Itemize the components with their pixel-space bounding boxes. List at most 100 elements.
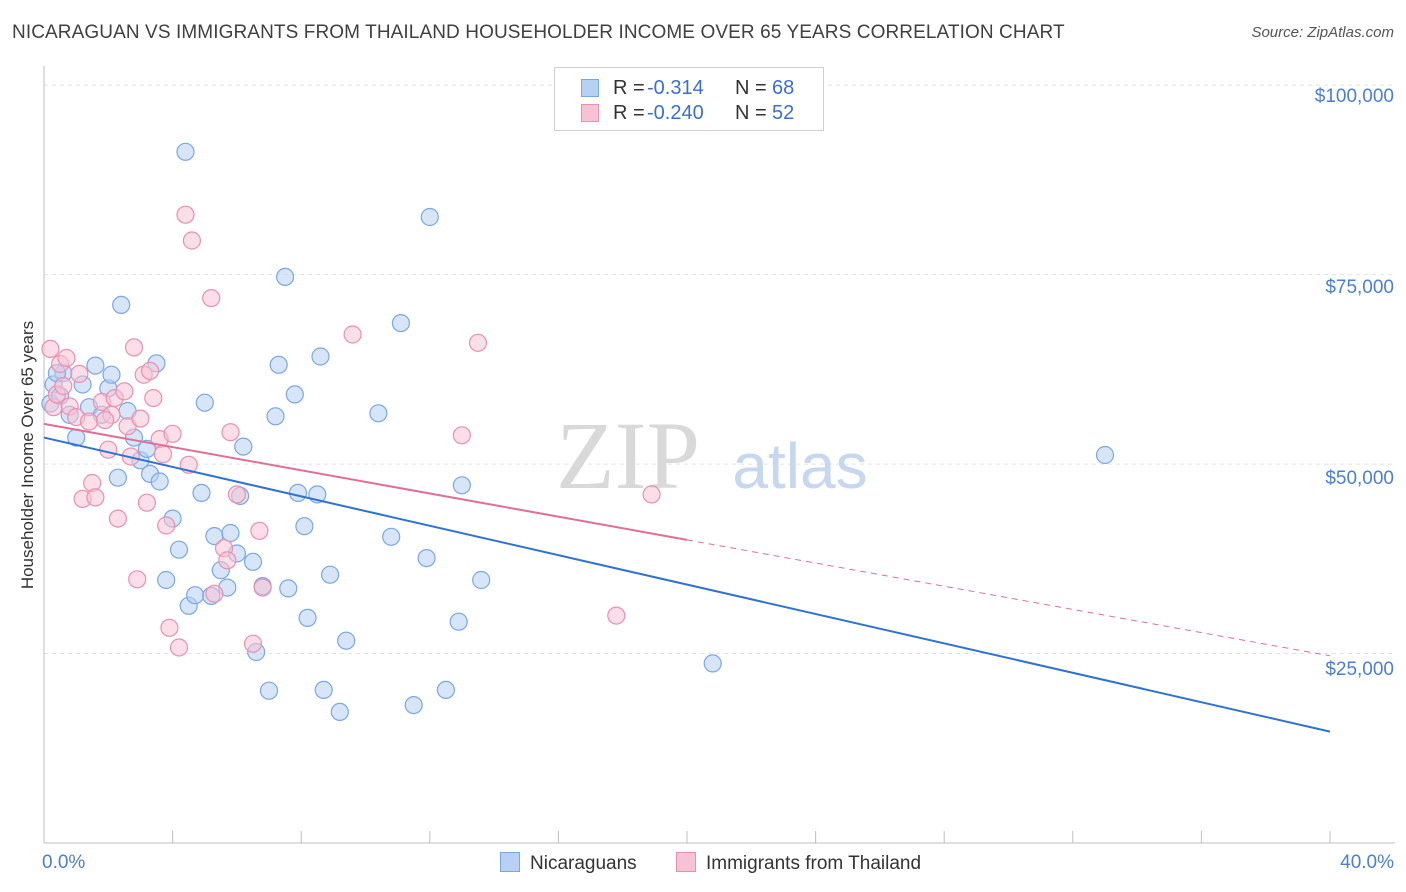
thailand-point [99,440,118,459]
thailand-point [607,606,626,625]
nicaraguan-point [420,207,439,227]
x-tick-label-min: 0.0% [42,852,86,873]
axes [43,66,1395,844]
nicaraguan-point [314,680,333,700]
nicaraguan-point [102,365,121,384]
r-value: -0.314 [647,77,704,99]
pink-swatch-icon [581,104,599,122]
nicaraguan-point [295,517,314,536]
thailand-point [86,488,105,507]
nicaraguan-point [382,527,401,546]
thailand-point [468,333,488,352]
r-value: -0.240 [647,102,704,124]
nicaraguan-point [186,586,205,605]
thailand-point [243,634,263,653]
nicaraguan-point [176,142,195,161]
y-tick-label-75000: $75,000 [1325,277,1394,298]
nicaraguan-point [703,654,722,673]
x-tick-label-max: 40.0% [1340,852,1394,873]
thailand-point [144,389,163,408]
blue-swatch-icon [500,852,520,872]
thailand-point [253,578,272,597]
watermark: ZIP atlas [556,402,868,509]
thailand-point [205,584,224,603]
nicaraguan-point [321,565,340,584]
nicaraguan-point [243,552,263,571]
thailand-point [54,376,73,396]
legend-label: Immigrants from Thailand [706,853,922,874]
nicaraguan-trend-line [43,436,1331,733]
nicaraguan-point [234,437,253,456]
thailand-point [157,516,176,535]
nicaraguan-point [195,393,214,412]
nicaraguan-point [276,267,295,286]
legend-label: Nicaraguans [530,853,637,874]
nicaraguan-point [157,570,176,590]
legend-item-thailand: Immigrants from Thailand [676,852,921,875]
thailand-point [41,339,60,358]
thailand-point [250,521,269,540]
thailand-point [227,485,246,504]
nicaraguan-point [391,314,410,333]
thailand-point [124,338,144,357]
nicaraguan-point [288,483,308,502]
thailand-point [642,485,661,504]
nicaraguan-point [1095,445,1115,465]
thailand-point [202,289,221,308]
nicaraguan-point [137,439,156,458]
n-label: N = [735,77,767,99]
thailand-point [169,638,189,657]
nicaraguan-point [337,631,356,650]
nicaraguan-point [279,579,298,598]
watermark-atlas: atlas [732,430,867,502]
nicaraguan-point [259,681,279,700]
nicaraguan-point [150,472,169,491]
nicaraguan-point [449,612,468,631]
thailand-point [176,205,195,224]
y-tick-label-100000: $100,000 [1314,86,1394,107]
nicaraguan-point [436,680,455,700]
n-label: N = [735,102,767,124]
thailand-point [163,424,182,443]
chart-title: NICARAGUAN VS IMMIGRANTS FROM THAILAND H… [12,22,1065,43]
nicaraguan-point [108,468,128,487]
nicaraguan-point [169,540,189,559]
watermark-zip: ZIP [556,402,700,509]
thailand-point [70,364,89,383]
n-value: 52 [772,102,795,124]
nicaraguan-point [192,483,211,502]
y-axis-label: Householder Income Over 65 years [18,320,37,590]
thailand-point [115,382,134,401]
thailand-point [128,570,147,589]
nicaraguan-point [112,295,131,314]
nicaraguan-point [266,407,285,426]
thailand-point [343,325,362,344]
nicaraguan-point [311,347,330,366]
data-points [41,142,1115,722]
thailand-trend-line [43,422,688,541]
pink-swatch-icon [676,852,696,872]
thailand-point [57,348,76,368]
trend-lines [43,422,1331,733]
nicaraguan-point [86,356,105,375]
thailand-point [160,618,179,637]
thailand-point [141,361,160,380]
blue-swatch-icon [581,79,599,97]
thailand-point [452,426,471,445]
nicaraguan-point [298,608,317,628]
nicaraguan-point [472,570,491,590]
correlation-stats-box: R = -0.314 N = 68 R = -0.240 N = 52 [554,67,824,131]
r-label: R = [613,77,645,99]
y-tick-label-25000: $25,000 [1325,659,1394,680]
thailand-point [131,409,150,428]
nicaraguan-point [452,476,471,495]
r-label: R = [613,102,645,124]
thailand-point [79,412,99,431]
nicaraguan-point [369,404,388,423]
thailand-point [108,509,128,528]
thailand-point [153,445,173,464]
thailand-trend-line-extrapolated [686,539,1331,657]
thailand-point [218,551,237,570]
nicaraguan-point [269,355,288,374]
